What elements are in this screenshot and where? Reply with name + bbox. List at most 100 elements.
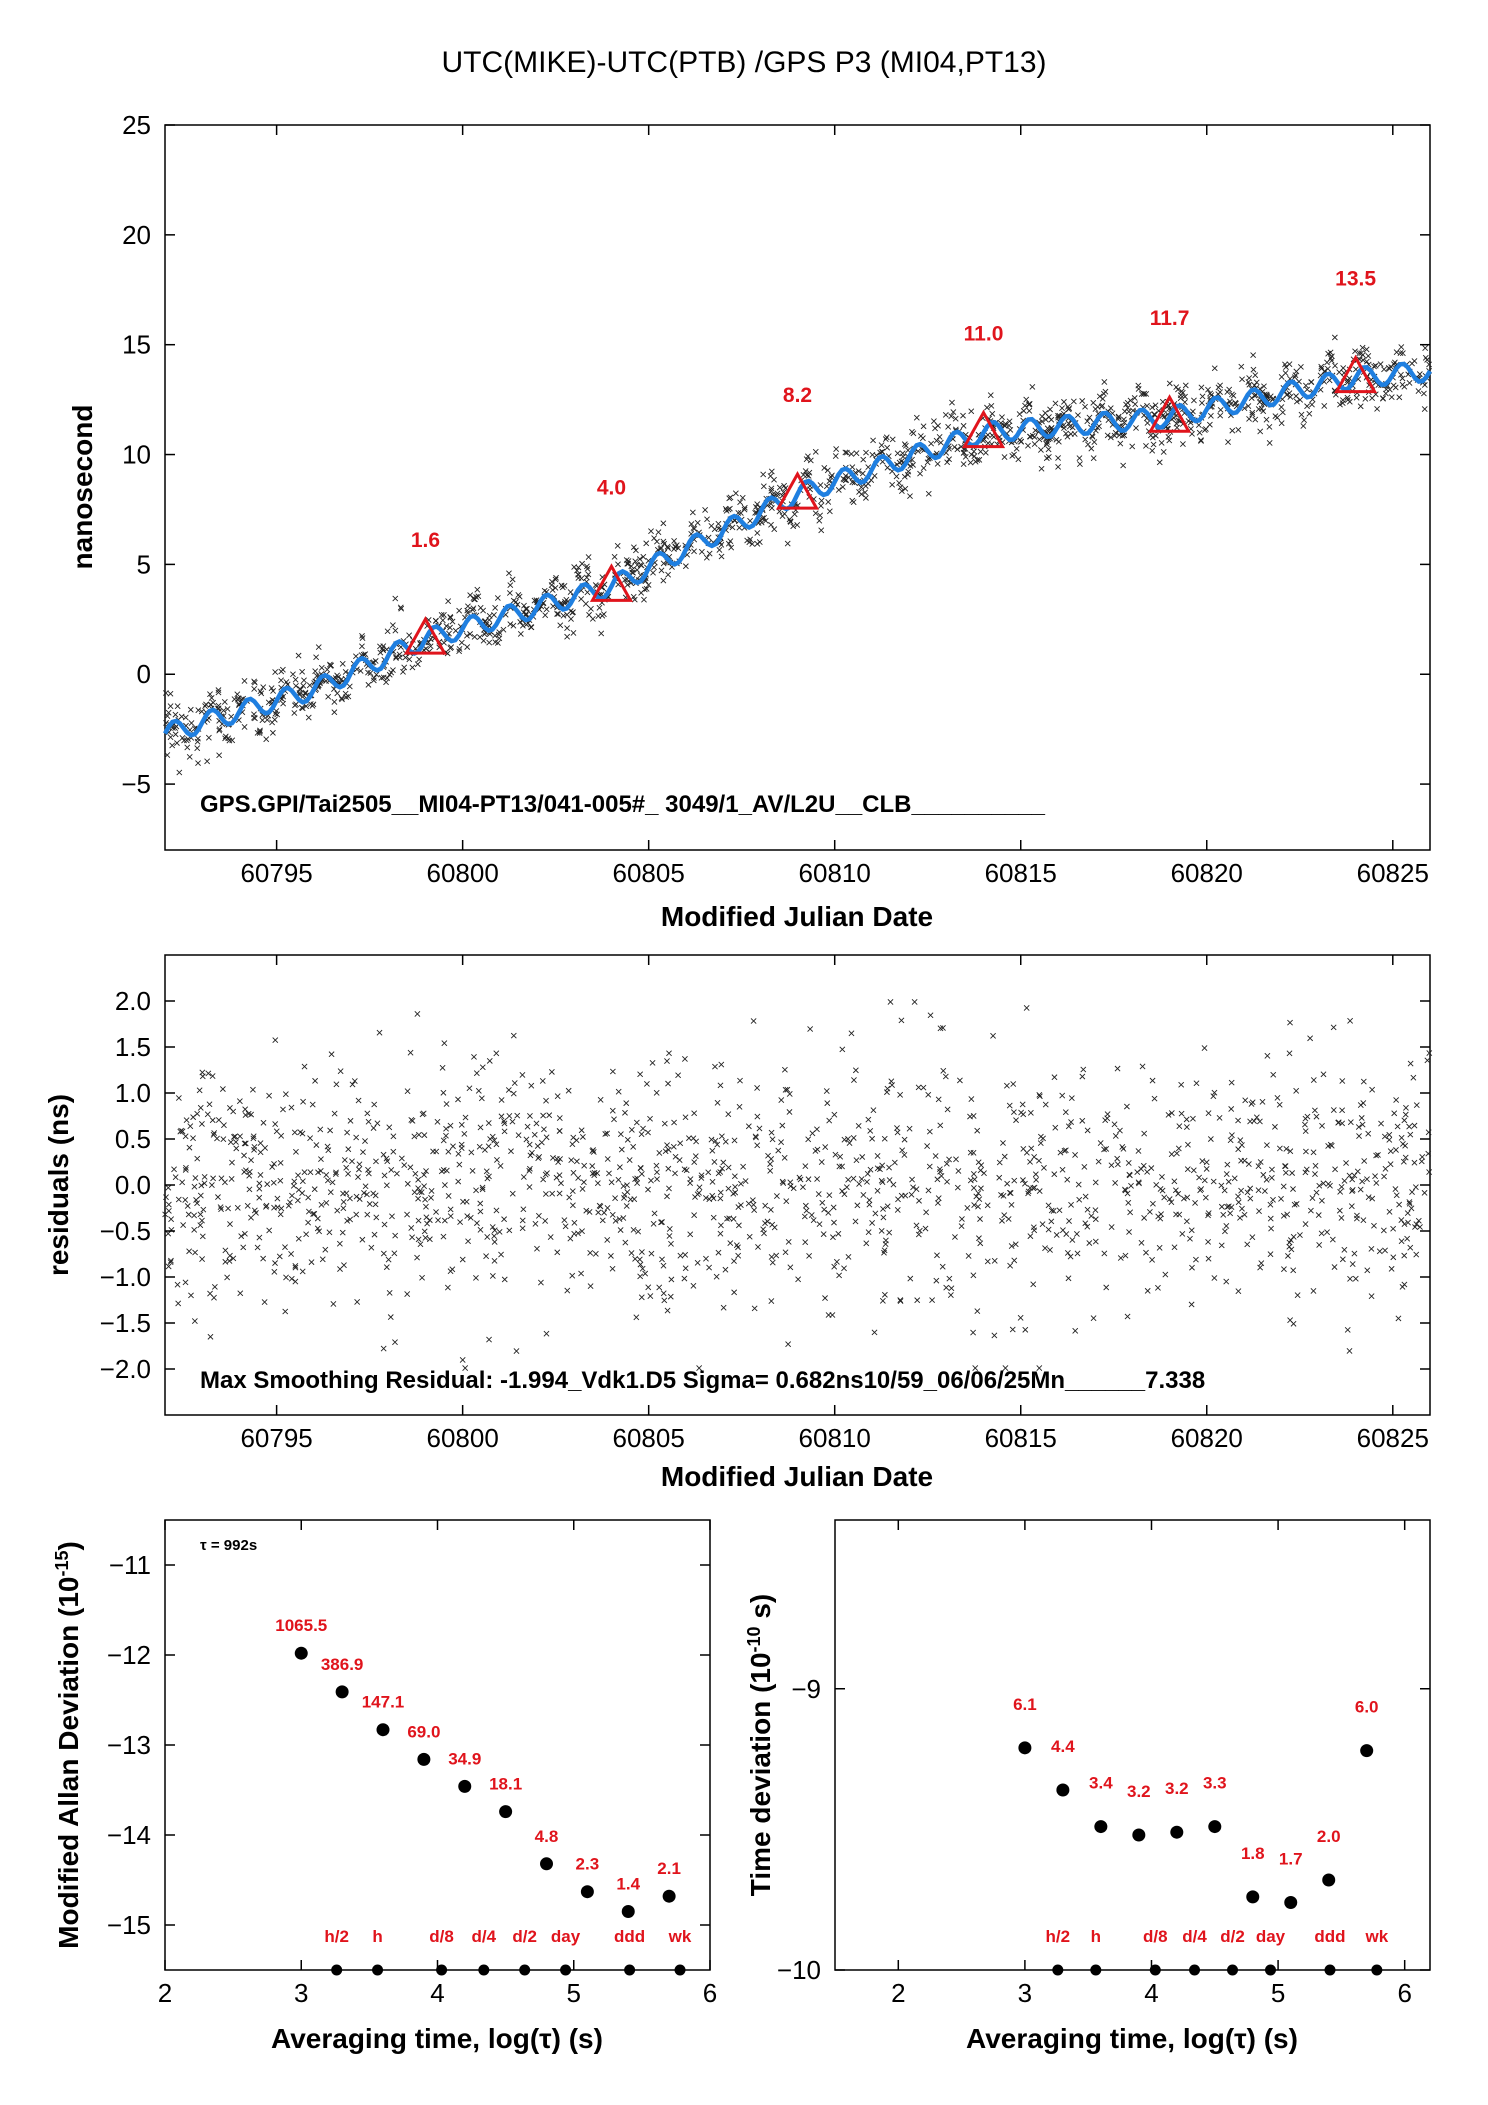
mid-data-point bbox=[1380, 1227, 1387, 1234]
mid-data-point bbox=[1027, 1233, 1034, 1240]
mid-data-point bbox=[232, 1139, 239, 1145]
mid-data-point bbox=[501, 1276, 508, 1283]
mid-data-point bbox=[639, 1265, 646, 1272]
adev-panel: 2 3 4 5 6−15−14−13−12−11 1065.5386.9147.169.… bbox=[52, 1519, 717, 2054]
mid-data-point bbox=[1239, 1205, 1245, 1212]
top-data-point bbox=[1365, 353, 1372, 359]
top-data-point bbox=[842, 449, 849, 456]
top-data-point bbox=[476, 634, 483, 641]
adev-point-label: 386.9 bbox=[321, 1655, 364, 1674]
mid-data-point bbox=[526, 1167, 533, 1174]
mid-data-point bbox=[1286, 1050, 1293, 1057]
top-data-point bbox=[948, 413, 955, 420]
top-data-point bbox=[889, 436, 896, 443]
top-data-point bbox=[1011, 451, 1017, 458]
mid-data-point bbox=[380, 1151, 387, 1158]
mid-data-point bbox=[237, 1290, 244, 1297]
mid-data-point bbox=[1424, 1057, 1431, 1064]
mid-data-point bbox=[843, 1184, 850, 1191]
mid-data-point bbox=[533, 1120, 540, 1127]
top-data-point bbox=[1363, 358, 1370, 365]
mid-data-point bbox=[496, 1228, 503, 1235]
mid-data-point bbox=[1201, 1177, 1208, 1184]
mid-data-point bbox=[334, 1207, 341, 1214]
mid-data-point bbox=[1036, 1157, 1042, 1164]
mid-data-point bbox=[1171, 1244, 1178, 1251]
mid-data-point bbox=[691, 1159, 698, 1166]
mid-data-point bbox=[224, 1274, 231, 1281]
mid-data-point bbox=[645, 1129, 651, 1136]
mid-data-point bbox=[775, 1147, 782, 1154]
top-data-point bbox=[691, 548, 697, 555]
top-data-point bbox=[470, 605, 477, 612]
top-data-point bbox=[1016, 411, 1023, 417]
mid-data-point bbox=[1330, 1107, 1337, 1114]
mid-data-point bbox=[628, 1126, 635, 1133]
top-data-point bbox=[936, 433, 943, 440]
mid-data-point bbox=[1006, 1189, 1013, 1196]
mid-data-point bbox=[540, 1176, 547, 1183]
top-data-point bbox=[641, 586, 648, 593]
mid-data-point bbox=[256, 1180, 263, 1187]
top-data-point bbox=[951, 444, 958, 450]
adev-interval-label: h bbox=[372, 1927, 382, 1946]
mid-data-point bbox=[645, 1186, 651, 1193]
mid-data-point bbox=[226, 1104, 233, 1111]
top-data-point bbox=[729, 524, 736, 531]
top-data-point bbox=[660, 577, 667, 584]
top-data-point bbox=[1130, 407, 1136, 414]
mid-data-point bbox=[242, 1106, 249, 1113]
mid-data-point bbox=[1027, 1109, 1034, 1116]
top-data-point bbox=[1406, 380, 1413, 386]
top-data-point bbox=[208, 695, 215, 701]
mid-data-point bbox=[1347, 1119, 1354, 1126]
mid-data-point bbox=[648, 1250, 655, 1257]
top-data-point bbox=[1255, 406, 1262, 412]
mid-data-point bbox=[1390, 1225, 1397, 1232]
mid-data-point bbox=[498, 1097, 505, 1103]
mid-data-point bbox=[575, 1175, 582, 1181]
mid-data-point bbox=[1307, 1207, 1314, 1214]
mid-data-point bbox=[439, 1064, 446, 1071]
top-data-point bbox=[632, 558, 639, 565]
mid-data-point bbox=[318, 1201, 325, 1208]
mid-data-point bbox=[241, 1140, 248, 1147]
mid-data-point bbox=[447, 1122, 454, 1129]
mid-data-point bbox=[473, 1187, 479, 1194]
top-data-point bbox=[968, 451, 975, 458]
mid-data-point bbox=[426, 1236, 433, 1243]
mid-data-point bbox=[1386, 1136, 1393, 1143]
mid-data-point bbox=[1084, 1223, 1091, 1230]
mid-data-point bbox=[1227, 1210, 1234, 1217]
mid-data-point bbox=[292, 1278, 299, 1285]
top-data-point bbox=[362, 651, 369, 658]
mid-data-point bbox=[299, 1178, 306, 1185]
mid-data-point bbox=[991, 1332, 998, 1339]
top-data-point bbox=[507, 621, 514, 628]
mid-data-point bbox=[1149, 1077, 1156, 1084]
mid-data-point bbox=[636, 1256, 643, 1263]
tdev-plot-frame bbox=[834, 1519, 1431, 1971]
mid-data-point bbox=[920, 1084, 927, 1091]
mid-data-point bbox=[191, 1183, 198, 1190]
top-data-point bbox=[492, 604, 499, 611]
top-data-point bbox=[471, 633, 478, 640]
mid-data-point bbox=[355, 1097, 362, 1104]
mid-data-point bbox=[589, 1163, 596, 1169]
mid-data-point bbox=[1406, 1123, 1413, 1130]
top-data-point bbox=[1022, 402, 1028, 409]
mid-data-point bbox=[1255, 1163, 1262, 1170]
top-xtick-label: 60810 bbox=[799, 858, 871, 888]
mid-data-point bbox=[237, 1133, 243, 1140]
top-data-point bbox=[917, 470, 923, 477]
top-data-point bbox=[902, 485, 909, 492]
mid-data-point bbox=[618, 1146, 625, 1153]
mid-data-point bbox=[282, 1091, 289, 1098]
top-data-point bbox=[862, 489, 868, 496]
top-data-point bbox=[185, 736, 191, 742]
mid-data-point bbox=[778, 1139, 785, 1146]
top-data-point bbox=[768, 500, 774, 507]
mid-data-point bbox=[664, 1142, 670, 1149]
top-data-point bbox=[312, 668, 319, 675]
adev-point-label: 2.3 bbox=[576, 1855, 600, 1874]
